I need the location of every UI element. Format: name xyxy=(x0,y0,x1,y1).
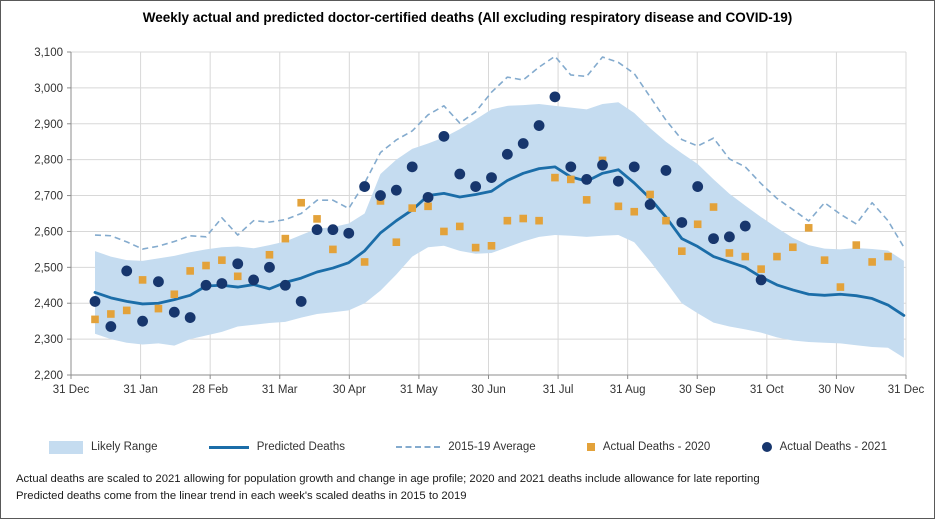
actual-2021-circle-swatch xyxy=(761,442,772,452)
legend-label: 2015-19 Average xyxy=(448,441,536,453)
x-tick-label: 31 Mar xyxy=(262,384,298,396)
y-tick-label: 2,900 xyxy=(34,119,63,131)
legend-item-2015-19-average: 2015-19 Average xyxy=(396,441,536,453)
likely-range-band xyxy=(95,102,904,358)
footnote-line-2: Predicted deaths come from the linear tr… xyxy=(16,490,467,502)
footnotes: Actual deaths are scaled to 2021 allowin… xyxy=(16,471,926,505)
y-tick-label: 2,800 xyxy=(34,155,63,167)
x-tick-label: 30 Apr xyxy=(333,384,366,396)
x-tick-label: 31 Jul xyxy=(543,384,574,396)
legend-label: Predicted Deaths xyxy=(256,441,345,453)
x-tick-label: 30 Jun xyxy=(471,384,506,396)
y-tick-label: 2,300 xyxy=(34,334,63,346)
axes xyxy=(67,51,907,379)
x-tick-label: 31 Dec xyxy=(888,384,925,396)
y-tick-label: 2,700 xyxy=(34,191,63,203)
predicted-line-swatch xyxy=(208,445,249,449)
legend-item-actual-2021: Actual Deaths - 2021 xyxy=(761,441,887,453)
y-tick-label: 3,000 xyxy=(34,83,63,95)
footnote-line-1: Actual deaths are scaled to 2021 allowin… xyxy=(16,473,760,485)
legend-item-predicted-deaths: Predicted Deaths xyxy=(208,441,345,453)
y-tick-label: 2,400 xyxy=(34,298,63,310)
x-tick-label: 30 Nov xyxy=(818,384,855,396)
y-tick-label: 2,500 xyxy=(34,262,63,274)
chart-title: Weekly actual and predicted doctor-certi… xyxy=(142,10,793,25)
legend-item-likely-range: Likely Range xyxy=(49,440,158,454)
x-tick-label: 31 May xyxy=(400,384,438,396)
y-tick-label: 2,200 xyxy=(34,370,63,382)
average-dashed-swatch xyxy=(396,446,441,448)
legend-label: Actual Deaths - 2021 xyxy=(779,441,887,453)
legend-label: Actual Deaths - 2020 xyxy=(602,441,711,453)
deaths-chart-canvas: 2,200 2,300 2,400 2,500 2,600 2,700 2,800 2,900… xyxy=(34,47,925,396)
y-tick-label: 3,100 xyxy=(34,47,63,59)
x-tick-label: 31 Aug xyxy=(610,384,646,396)
chart-legend: Likely Range Predicted Deaths 2015-19 Av… xyxy=(49,430,887,464)
legend-label: Likely Range xyxy=(91,441,158,453)
avg-2015-19-line xyxy=(94,55,905,250)
x-tick-label: 31 Jan xyxy=(123,384,158,396)
x-tick-label: 28 Feb xyxy=(192,384,228,396)
predicted-deaths-line xyxy=(93,165,906,317)
x-tick-label: 31 Oct xyxy=(750,384,785,396)
x-axis-tick-labels: 31 Dec 31 Jan 28 Feb 31 Mar 30 Apr 31 May 30 J… xyxy=(53,384,925,396)
actual-2021-points xyxy=(89,91,767,332)
actual-2020-square-swatch xyxy=(586,443,595,451)
x-tick-label: 30 Sep xyxy=(679,384,715,396)
y-axis-tick-labels: 2,200 2,300 2,400 2,500 2,600 2,700 2,800 2,900… xyxy=(34,47,63,382)
y-tick-label: 2,600 xyxy=(34,226,63,238)
legend-item-actual-2020: Actual Deaths - 2020 xyxy=(586,441,711,453)
likely-range-swatch xyxy=(49,440,83,454)
x-tick-label: 31 Dec xyxy=(53,384,90,396)
